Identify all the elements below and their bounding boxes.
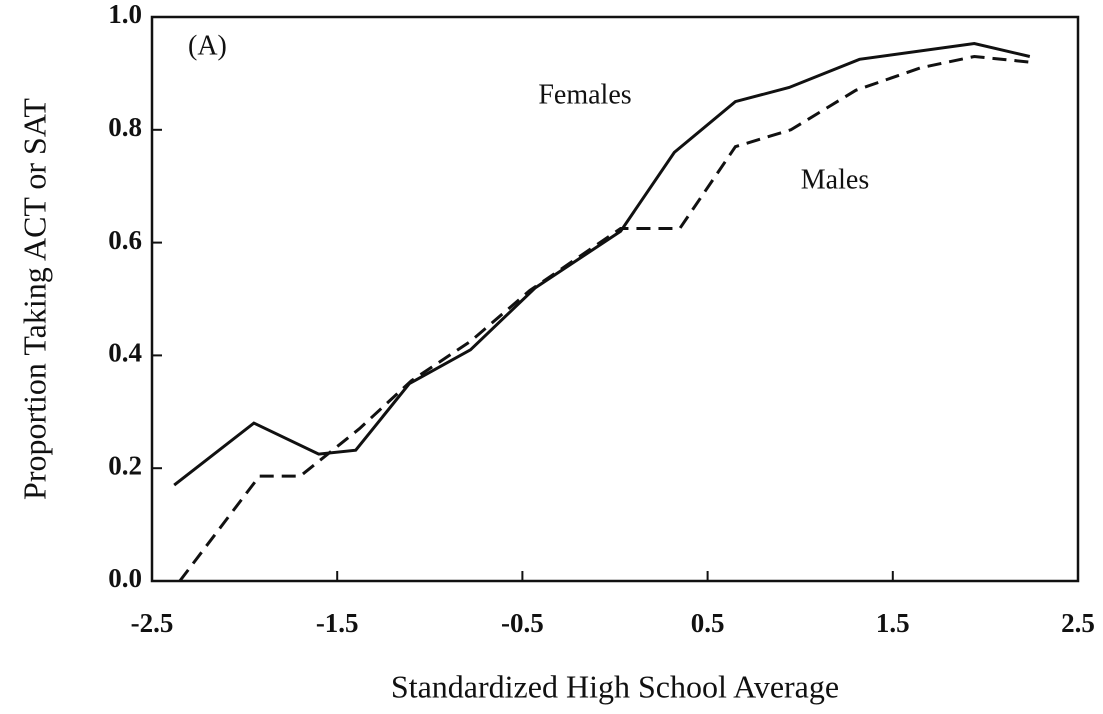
series-label: Males [801, 164, 869, 195]
y-tick-label: 0.8 [108, 112, 142, 142]
series-line [178, 54, 1030, 582]
x-tick-label: -2.5 [131, 608, 174, 638]
plot-frame [150, 15, 1080, 583]
y-tick-label: 0.2 [108, 450, 142, 480]
series-line [173, 41, 1031, 487]
x-tick-label: 2.5 [1061, 608, 1095, 638]
panel-label: (A) [188, 30, 227, 61]
series-label: Females [538, 79, 631, 110]
x-tick-label: 0.5 [691, 608, 725, 638]
y-tick-label: 1.0 [108, 0, 142, 29]
x-axis-title: Standardized High School Average [391, 668, 839, 704]
y-tick-label: 0.6 [108, 225, 142, 255]
y-tick-label: 0.4 [108, 338, 142, 368]
x-tick-label: -1.5 [316, 608, 359, 638]
y-axis-title: Proportion Taking ACT or SAT [16, 98, 52, 500]
y-tick-label: 0.0 [108, 563, 142, 593]
x-tick-label: -0.5 [501, 608, 544, 638]
x-tick-label: 1.5 [876, 608, 910, 638]
